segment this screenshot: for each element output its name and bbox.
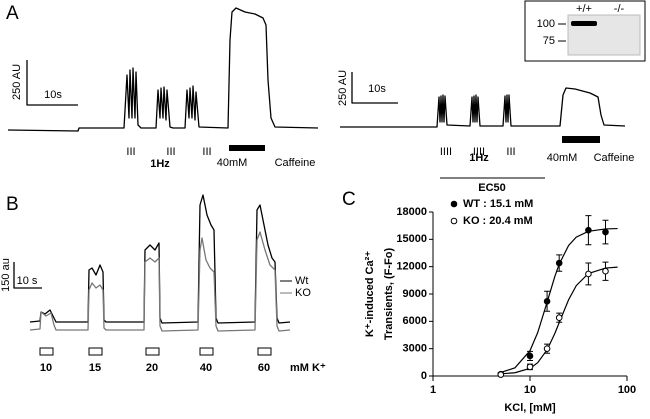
y-tick-label: 3000 xyxy=(403,343,427,355)
panel-label: A xyxy=(6,3,19,24)
fit-line xyxy=(500,227,618,374)
x-axis-label: KCl, [mM] xyxy=(504,402,556,414)
data-point xyxy=(497,371,505,378)
legend-label: Wt xyxy=(295,275,308,287)
data-point xyxy=(602,267,609,275)
legend-label: KO xyxy=(295,287,311,299)
data-point xyxy=(585,226,592,234)
stim-box xyxy=(88,347,103,356)
stim-marker: III xyxy=(506,146,515,158)
stim-marker: III xyxy=(126,146,135,158)
dose-label: 60 xyxy=(258,362,270,374)
stim-marker: IIII xyxy=(473,146,485,158)
mw-label: 100 xyxy=(537,18,555,30)
legend-label: KO : 20.4 mM xyxy=(463,215,533,227)
scale-label: 10s xyxy=(368,83,386,95)
stim-marker: IIII xyxy=(440,146,452,158)
scale-label: 250 AU xyxy=(11,64,23,100)
dose-label: 15 xyxy=(89,362,101,374)
dose-label: 40 xyxy=(200,362,212,374)
y-tick-label: 6000 xyxy=(403,315,427,327)
stim-box xyxy=(199,347,214,356)
caffeine-bar xyxy=(562,136,600,143)
data-point xyxy=(543,297,551,305)
rate-label: 1Hz xyxy=(469,152,489,164)
panel-label: B xyxy=(6,194,19,215)
data-point xyxy=(555,314,563,321)
y-tick-label: 0 xyxy=(421,370,427,382)
caffeine-label: Caffeine xyxy=(275,157,316,169)
scale-label: 10 s xyxy=(17,275,38,287)
data-point xyxy=(602,228,609,236)
trace xyxy=(7,7,319,132)
legend-marker xyxy=(450,217,458,225)
dose-unit: mM K⁺ xyxy=(290,362,326,374)
y-tick-label: 15000 xyxy=(396,233,427,245)
lane-label: +/+ xyxy=(576,3,592,15)
caffeine-bar xyxy=(229,145,265,151)
x-tick-label: 10 xyxy=(524,384,536,396)
data-point xyxy=(585,270,592,278)
stim-box xyxy=(145,347,160,356)
x-tick-label: 1 xyxy=(430,384,436,396)
dose-label: 40mM xyxy=(217,157,248,169)
scale-bar xyxy=(26,60,78,106)
data-point xyxy=(526,352,534,360)
caffeine-label: Caffeine xyxy=(594,152,635,164)
chart: C EC50 KCl, [mM] K⁺-induced Ca²⁺ Transie… xyxy=(342,177,636,414)
y-axis-label: K⁺-induced Ca²⁺ xyxy=(364,251,376,337)
mw-label: 75 xyxy=(543,35,555,47)
y-tick-label: 18000 xyxy=(396,206,427,218)
blot-band xyxy=(571,21,597,26)
legend-label: WT : 15.1 mM xyxy=(463,198,533,210)
scale-bar xyxy=(13,262,42,289)
scale-label: 250 AU xyxy=(337,70,349,106)
stim-box xyxy=(257,347,272,356)
trace-ko xyxy=(29,231,291,332)
panel-label: C xyxy=(342,189,356,210)
stim-marker: III xyxy=(202,146,211,158)
legend-marker xyxy=(450,200,458,208)
scale-bar xyxy=(351,72,398,104)
dose-label: 20 xyxy=(146,362,158,374)
y-tick-label: 9000 xyxy=(403,288,427,300)
dose-label: 10 xyxy=(40,362,52,374)
stim-box xyxy=(39,347,54,356)
data-point xyxy=(555,259,563,267)
x-tick-label: 100 xyxy=(618,384,636,396)
y-axis-label: Transients, (F-Fo) xyxy=(383,248,395,341)
legend-title: EC50 xyxy=(478,182,506,194)
trace xyxy=(340,87,626,128)
dose-label: 40mM xyxy=(547,152,578,164)
y-tick-label: 12000 xyxy=(396,261,427,273)
scale-label: 150 au xyxy=(0,258,12,292)
data-point xyxy=(526,363,534,371)
stim-marker: III xyxy=(166,146,175,158)
lane-label: -/- xyxy=(614,3,625,15)
data-point xyxy=(543,345,551,352)
scale-label: 10s xyxy=(44,89,62,101)
rate-label: 1Hz xyxy=(150,158,170,170)
